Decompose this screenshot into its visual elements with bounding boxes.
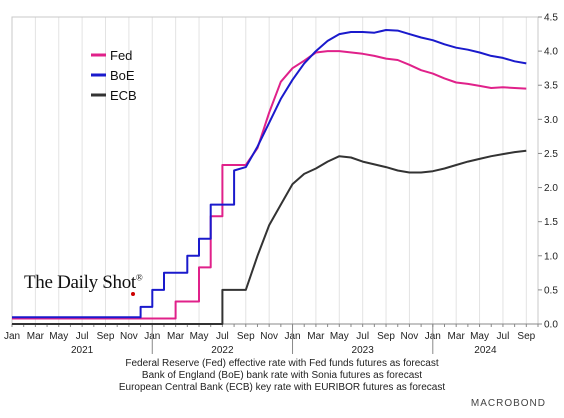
chart-grid xyxy=(11,17,527,324)
chart-series xyxy=(12,29,527,325)
legend-label-ecb: ECB xyxy=(110,88,137,103)
x-tick-label: Mar xyxy=(167,331,185,342)
series-line-fed xyxy=(12,50,527,320)
daily-shot-logo-text: The Daily Shot xyxy=(24,272,136,293)
y-tick-label: 3.0 xyxy=(544,115,558,126)
x-tick-label: Nov xyxy=(401,331,419,342)
x-tick-label: Nov xyxy=(120,331,138,342)
x-tick-label: Nov xyxy=(260,331,278,342)
y-tick-label: 2.5 xyxy=(544,149,558,160)
series-line-ecb xyxy=(12,149,527,325)
x-tick-label: Sep xyxy=(237,331,255,342)
logo-red-dot xyxy=(131,292,135,296)
footnote-boe: Bank of England (BoE) bank rate with Son… xyxy=(141,370,423,381)
y-tick-label: 0.5 xyxy=(544,285,558,296)
macrobond-logo: MACROBOND xyxy=(470,398,546,409)
x-tick-label: Sep xyxy=(97,331,115,342)
year-label: 2023 xyxy=(352,345,375,356)
y-tick-label: 1.5 xyxy=(544,217,558,228)
chart-axes: 0.0 0.5 1.0 1.5 2.0 2.5 3.0 3.5 4.0 4.5 Jan Mar May J… xyxy=(4,13,558,357)
footnote-ecb: European Central Bank (ECB) key rate wit… xyxy=(118,382,446,393)
x-tick-label: May xyxy=(49,331,68,342)
year-label: 2021 xyxy=(71,345,94,356)
x-tick-label: Mar xyxy=(448,331,466,342)
y-tick-label: 4.5 xyxy=(544,13,558,24)
y-tick-label: 0.0 xyxy=(544,320,558,331)
y-tick-label: 2.0 xyxy=(544,183,558,194)
year-label: 2022 xyxy=(211,345,234,356)
x-tick-label: May xyxy=(330,331,349,342)
legend-label-boe: BoE xyxy=(110,68,135,83)
x-tick-label: Jul xyxy=(76,331,89,342)
x-tick-label: Mar xyxy=(307,331,325,342)
chart-legend: Fed BoE ECB xyxy=(91,48,137,103)
year-label: 2024 xyxy=(474,345,497,356)
daily-shot-logo-mark: ® xyxy=(135,272,143,283)
legend-label-fed: Fed xyxy=(110,48,132,63)
x-tick-label: Jul xyxy=(356,331,369,342)
daily-shot-logo: The Daily Shot® xyxy=(24,272,143,296)
x-tick-label: Jul xyxy=(216,331,229,342)
y-tick-label: 1.0 xyxy=(544,251,558,262)
footnote-fed: Federal Reserve (Fed) effective rate wit… xyxy=(125,358,439,369)
x-tick-label: Sep xyxy=(377,331,395,342)
x-tick-label: Mar xyxy=(27,331,45,342)
x-tick-label: May xyxy=(190,331,209,342)
y-tick-label: 4.0 xyxy=(544,47,558,58)
x-tick-label: May xyxy=(470,331,489,342)
x-tick-label: Sep xyxy=(517,331,535,342)
x-tick-label: Jul xyxy=(497,331,510,342)
x-tick-label: Jan xyxy=(4,331,20,342)
y-tick-label: 3.5 xyxy=(544,81,558,92)
series-line-boe xyxy=(12,29,527,319)
